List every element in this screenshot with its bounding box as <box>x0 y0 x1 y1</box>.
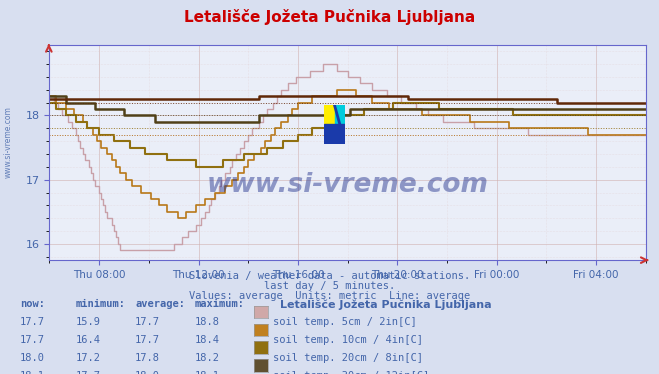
Text: 17.7: 17.7 <box>20 335 45 345</box>
Text: 17.8: 17.8 <box>135 353 160 363</box>
Text: 18.8: 18.8 <box>194 317 219 327</box>
Text: 17.7: 17.7 <box>76 371 101 374</box>
Text: now:: now: <box>20 299 45 309</box>
Text: Slovenia / weather data - automatic stations.: Slovenia / weather data - automatic stat… <box>189 271 470 281</box>
Text: 17.2: 17.2 <box>76 353 101 363</box>
Text: 17.7: 17.7 <box>135 317 160 327</box>
Bar <box>335 105 345 125</box>
Text: Values: average  Units: metric  Line: average: Values: average Units: metric Line: aver… <box>189 291 470 301</box>
Text: 18.1: 18.1 <box>194 371 219 374</box>
Text: last day / 5 minutes.: last day / 5 minutes. <box>264 281 395 291</box>
Text: 18.1: 18.1 <box>20 371 45 374</box>
Bar <box>324 125 335 144</box>
Bar <box>324 105 335 125</box>
Text: www.si-vreme.com: www.si-vreme.com <box>3 106 13 178</box>
Text: Letališče Jožeta Pučnika Ljubljana: Letališče Jožeta Pučnika Ljubljana <box>280 299 492 310</box>
Text: 15.9: 15.9 <box>76 317 101 327</box>
Text: soil temp. 10cm / 4in[C]: soil temp. 10cm / 4in[C] <box>273 335 424 345</box>
Text: 18.0: 18.0 <box>135 371 160 374</box>
Text: soil temp. 5cm / 2in[C]: soil temp. 5cm / 2in[C] <box>273 317 417 327</box>
Text: soil temp. 30cm / 12in[C]: soil temp. 30cm / 12in[C] <box>273 371 430 374</box>
Text: 16.4: 16.4 <box>76 335 101 345</box>
Text: 18.2: 18.2 <box>194 353 219 363</box>
Text: 17.7: 17.7 <box>20 317 45 327</box>
Text: maximum:: maximum: <box>194 299 244 309</box>
Text: minimum:: minimum: <box>76 299 126 309</box>
Text: 18.4: 18.4 <box>194 335 219 345</box>
Text: www.si-vreme.com: www.si-vreme.com <box>207 172 488 198</box>
Text: Letališče Jožeta Pučnika Ljubljana: Letališče Jožeta Pučnika Ljubljana <box>184 9 475 25</box>
Text: average:: average: <box>135 299 185 309</box>
Text: 17.7: 17.7 <box>135 335 160 345</box>
Text: soil temp. 20cm / 8in[C]: soil temp. 20cm / 8in[C] <box>273 353 424 363</box>
Text: 18.0: 18.0 <box>20 353 45 363</box>
Bar <box>335 125 345 144</box>
